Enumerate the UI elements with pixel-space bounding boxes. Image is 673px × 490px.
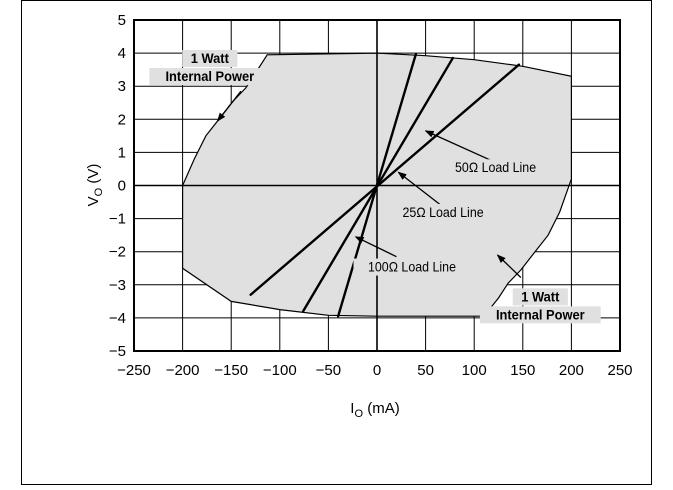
annotation-arrow-power-bottom bbox=[496, 254, 522, 278]
y-tick-label: 2 bbox=[118, 111, 126, 128]
annotation-arrow-label-25 bbox=[397, 171, 442, 206]
y-tick-label: −1 bbox=[109, 211, 126, 228]
annotation-bg-power-bottom bbox=[512, 288, 568, 306]
tick-labels: −250 −200 −150 −100 −50 0 50 100 150 200 250−5−4−3… bbox=[109, 12, 633, 379]
annotation-text-label-25: 25Ω Load Line bbox=[403, 204, 484, 220]
y-tick-label: 5 bbox=[118, 12, 126, 29]
y-tick-label: −2 bbox=[109, 244, 126, 261]
annotation-arrow-label-100 bbox=[354, 236, 397, 258]
y-tick-label: −5 bbox=[109, 343, 126, 360]
annotation-bg-label-25 bbox=[388, 203, 498, 221]
annotation-text-power-bottom: 1 Watt bbox=[521, 289, 560, 305]
annotation-bg-label-100 bbox=[353, 258, 471, 276]
annotation-bg-label-50 bbox=[440, 159, 551, 177]
y-tick-label: −3 bbox=[109, 277, 126, 294]
load-line-0 bbox=[249, 63, 521, 296]
x-tick-label: −250 bbox=[117, 362, 151, 379]
annotation-text-label-100: 100Ω Load Line bbox=[368, 259, 456, 275]
x-tick-label: −200 bbox=[166, 362, 200, 379]
y-tick-label: −4 bbox=[109, 310, 126, 327]
annotation-text-power-top: 1 Watt bbox=[191, 51, 230, 67]
y-tick-label: 4 bbox=[118, 45, 126, 62]
annotation-text-power-bottom: Internal Power bbox=[496, 307, 585, 323]
x-tick-label: 50 bbox=[417, 362, 434, 379]
axes bbox=[133, 19, 621, 352]
plot-border bbox=[133, 19, 621, 352]
x-tick-label: −100 bbox=[263, 362, 297, 379]
annotation-arrow-label-50 bbox=[424, 130, 492, 162]
x-axis-label: IO (mA) bbox=[350, 400, 399, 420]
y-axis-label: VO (V) bbox=[85, 164, 105, 207]
annotation-bg-power-bottom bbox=[479, 306, 601, 324]
annotation-bg-power-top bbox=[149, 68, 271, 86]
x-tick-label: 250 bbox=[607, 362, 632, 379]
x-tick-label: −150 bbox=[214, 362, 248, 379]
y-tick-label: 0 bbox=[118, 178, 126, 195]
x-tick-label: −50 bbox=[316, 362, 341, 379]
annotation-arrow-power-top bbox=[216, 90, 242, 122]
y-tick-label: 1 bbox=[118, 144, 126, 161]
x-tick-label: 0 bbox=[373, 362, 381, 379]
x-tick-label: 200 bbox=[559, 362, 584, 379]
x-tick-label: 100 bbox=[462, 362, 487, 379]
annotation-text-label-50: 50Ω Load Line bbox=[455, 160, 536, 176]
annotations: 1 Watt Internal Power 1 Watt Internal Power… bbox=[149, 50, 601, 324]
x-tick-label: 150 bbox=[510, 362, 535, 379]
y-tick-label: 3 bbox=[118, 78, 126, 95]
annotation-text-power-top: Internal Power bbox=[165, 69, 254, 85]
annotation-bg-power-top bbox=[182, 50, 238, 68]
